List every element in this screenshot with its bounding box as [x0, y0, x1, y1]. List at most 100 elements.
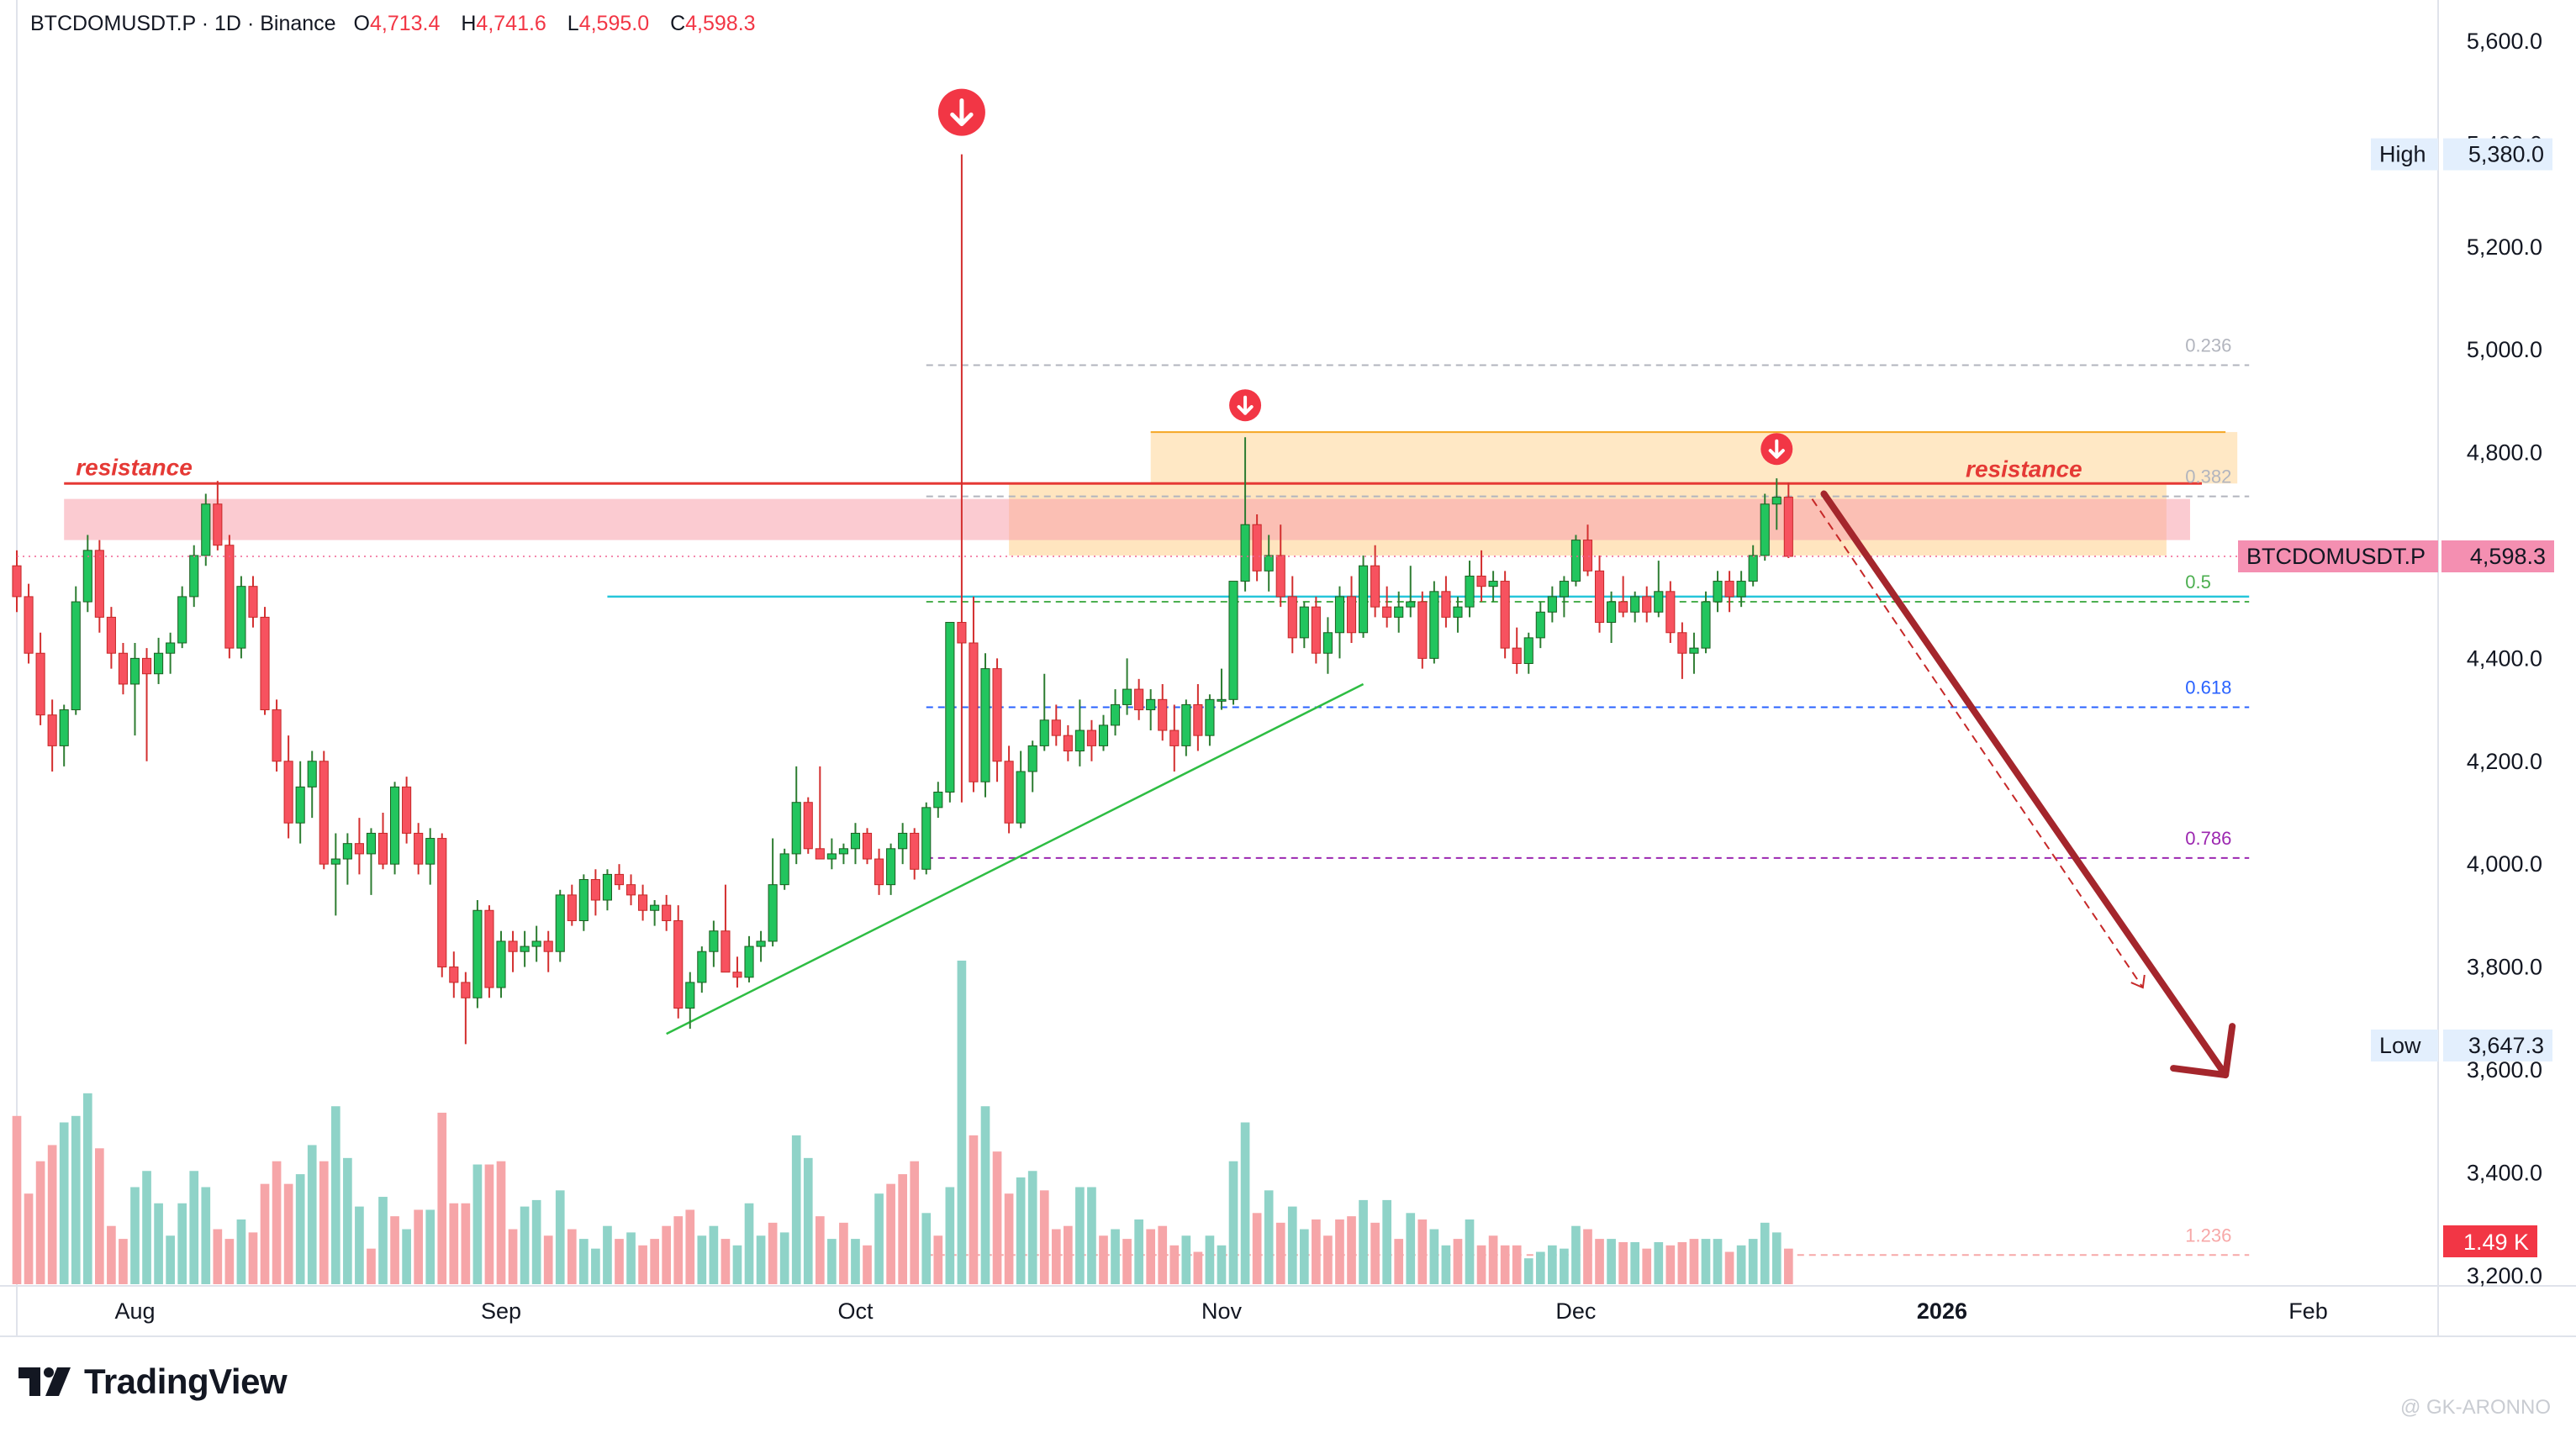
- symbol-name[interactable]: BTCDOMUSDT.P: [30, 12, 196, 35]
- candle-body: [1158, 698, 1168, 731]
- exchange-label: Binance: [260, 12, 336, 35]
- candle-body: [1370, 565, 1380, 608]
- candle-body: [898, 832, 908, 850]
- fib-label-0.618: 0.618: [2185, 677, 2231, 698]
- candle-body: [342, 843, 352, 860]
- candle-body: [1086, 730, 1096, 746]
- candle-body: [1074, 730, 1085, 752]
- volume-bar: [756, 1235, 766, 1284]
- candle-body: [1547, 596, 1557, 613]
- candle-body: [47, 714, 57, 746]
- volume-bar: [496, 1161, 506, 1284]
- candle-body: [1027, 745, 1037, 772]
- volume-bar: [1548, 1245, 1557, 1284]
- volume-bar: [24, 1193, 34, 1284]
- candle-body: [295, 786, 305, 824]
- candle-body: [94, 550, 104, 618]
- volume-bar: [697, 1235, 707, 1284]
- volume-bar: [1607, 1239, 1616, 1284]
- volume-bar: [47, 1145, 57, 1284]
- volume-bar: [437, 1112, 447, 1284]
- volume-bar: [945, 1187, 955, 1284]
- candle-body: [177, 596, 187, 644]
- volume-bar: [1264, 1190, 1274, 1284]
- candle-body: [1618, 601, 1628, 613]
- volume-bar: [1512, 1245, 1522, 1284]
- volume-bar: [189, 1171, 199, 1284]
- low-value: 4,595.0: [578, 12, 650, 35]
- volume-bar: [1181, 1235, 1191, 1284]
- volume-bar: [1701, 1239, 1711, 1284]
- candle-body: [945, 622, 955, 793]
- candle-body: [520, 945, 530, 952]
- volume-bar: [1205, 1235, 1215, 1284]
- candle-body: [732, 972, 742, 978]
- low-price-tag-value-bg: [2443, 1030, 2552, 1062]
- candle-body: [543, 940, 553, 952]
- volume-bar: [1453, 1239, 1463, 1284]
- tradingview-wordmark: TradingView: [84, 1362, 288, 1401]
- volume-bar: [1323, 1235, 1333, 1284]
- volume-bar: [779, 1232, 789, 1284]
- volume-bar: [390, 1216, 399, 1284]
- volume-bar: [414, 1209, 423, 1284]
- resistance-label-left: resistance: [76, 454, 193, 480]
- volume-bar: [1476, 1245, 1486, 1284]
- volume-bar: [1630, 1241, 1640, 1284]
- volume-bar: [615, 1239, 624, 1284]
- volume-bar: [166, 1235, 175, 1284]
- resistance-label-right: resistance: [1966, 456, 2082, 482]
- candle-body: [1701, 601, 1711, 649]
- candle-body: [1205, 698, 1215, 736]
- candle-body: [590, 879, 600, 901]
- volume-bar: [957, 961, 967, 1284]
- candle-body: [129, 657, 140, 685]
- candle-body: [697, 951, 707, 983]
- candle-body: [803, 802, 813, 850]
- candle-body: [1582, 540, 1593, 572]
- candle-body: [910, 832, 920, 870]
- price-tick-label: 5,200.0: [2467, 234, 2542, 260]
- volume-bar: [567, 1229, 577, 1284]
- volume-bar: [1299, 1229, 1309, 1284]
- close-label: C: [670, 12, 686, 35]
- candle-body: [578, 879, 589, 921]
- volume-bar: [508, 1229, 518, 1284]
- candle-body: [638, 894, 648, 911]
- candle-body: [283, 761, 293, 824]
- candle-body: [1299, 606, 1309, 639]
- candle-body: [1748, 555, 1758, 582]
- volume-bar: [1016, 1177, 1026, 1284]
- last-price-value: 4,598.3: [2470, 544, 2546, 569]
- candle-body: [1771, 497, 1782, 505]
- high-value: 4,741.6: [476, 12, 546, 35]
- high-price-tag-label: High: [2379, 142, 2426, 167]
- candle-body: [496, 940, 506, 988]
- candle-body: [673, 919, 684, 1009]
- volume-bar: [1394, 1239, 1404, 1284]
- projection-dashed-line: [1811, 498, 2144, 988]
- volume-bar: [1064, 1225, 1073, 1284]
- low-price-tag-label-bg: [2371, 1030, 2438, 1062]
- candle-body: [12, 565, 22, 598]
- price-tick-label: 3,400.0: [2467, 1160, 2542, 1185]
- volume-bar: [378, 1197, 388, 1284]
- tradingview-logo[interactable]: TradingView: [18, 1362, 288, 1402]
- volume-bar: [119, 1239, 128, 1284]
- candle-body: [354, 843, 364, 855]
- candle-body: [248, 586, 258, 618]
- candle-body: [957, 622, 967, 644]
- candle-body: [1110, 703, 1121, 726]
- volume-bar: [1665, 1245, 1676, 1284]
- candle-body: [319, 761, 329, 865]
- candle-body: [166, 642, 176, 654]
- candle-body: [933, 791, 943, 809]
- volume-bar: [827, 1239, 837, 1284]
- candle-body: [1500, 581, 1510, 649]
- interval-label[interactable]: 1D: [214, 12, 241, 35]
- volume-bar: [1075, 1187, 1085, 1284]
- candle-body: [921, 807, 932, 870]
- candle-body: [768, 884, 778, 942]
